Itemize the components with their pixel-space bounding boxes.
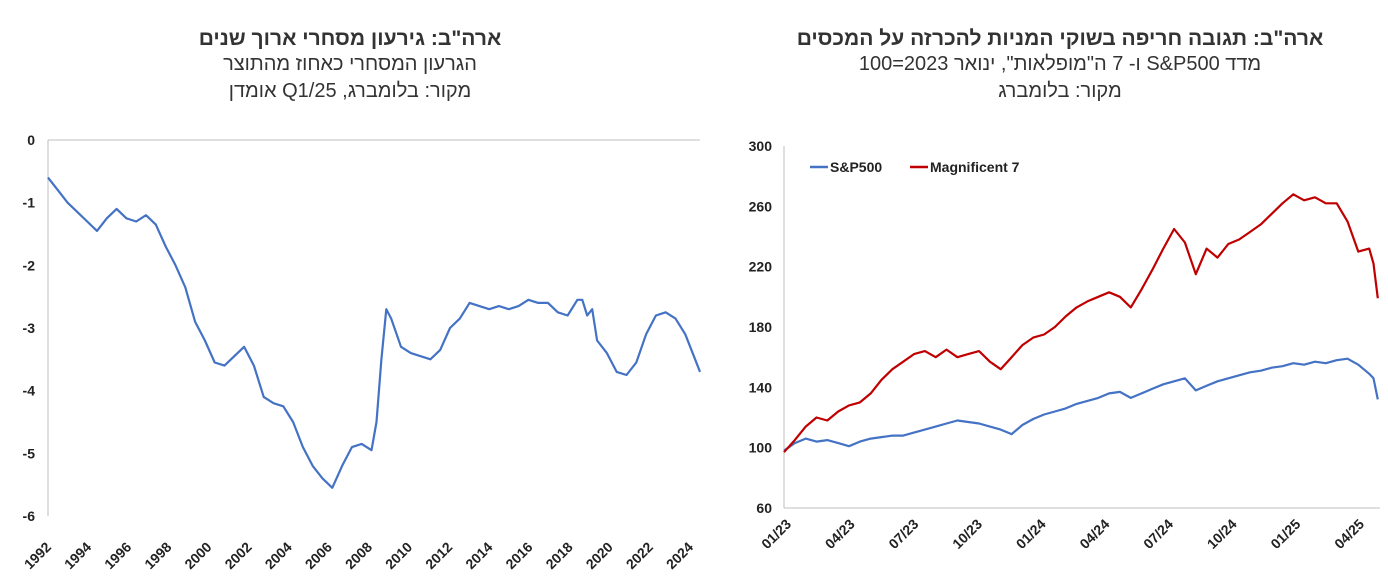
y-tick-label: 180 [749, 319, 773, 335]
y-tick-label: 100 [749, 440, 773, 456]
trade-deficit-chart-panel: ארה"ב: גירעון מסחרי ארוך שנים הגרעון המס… [21, 26, 702, 572]
x-tick-label: 04/25 [1331, 516, 1367, 552]
y-tick-label: -1 [23, 195, 36, 211]
chart-subtitle: מדד S&P500 ו- 7 ה"מופלאות", ינואר 2023=1… [858, 53, 1262, 75]
x-tick-label: 2018 [542, 539, 575, 572]
chart-title: ארה"ב: תגובה חריפה בשוקי המניות להכרזה ע… [796, 27, 1324, 50]
y-tick-label: 300 [749, 138, 773, 154]
x-tick-label: 07/24 [1140, 516, 1176, 552]
y-tick-label: -5 [23, 445, 36, 461]
y-tick-label: -3 [23, 320, 36, 336]
chart-subtitle: הגרעון המסחרי כאחוז מהתוצר [223, 53, 477, 75]
x-tick-label: 1994 [61, 539, 94, 572]
chart-source: מקור: בלומברג [998, 80, 1122, 102]
legend-label: Magnificent 7 [930, 159, 1020, 175]
series-line-0 [47, 176, 702, 489]
x-tick-label: 2004 [262, 539, 295, 572]
x-tick-label: 2002 [221, 539, 254, 572]
legend-label: S&P500 [830, 159, 882, 175]
x-tick-label: 2016 [502, 539, 535, 572]
y-tick-label: 0 [27, 132, 35, 148]
x-tick-label: 2024 [663, 539, 696, 572]
x-tick-label: 1992 [21, 539, 54, 572]
x-tick-label: 07/23 [885, 516, 921, 552]
series-line-magnificent-7 [783, 193, 1379, 453]
y-tick-label: 260 [749, 198, 773, 214]
chart-title: ארה"ב: גירעון מסחרי ארוך שנים [198, 27, 502, 50]
y-tick-label: 220 [749, 259, 773, 275]
x-tick-label: 2008 [342, 539, 375, 572]
chart-source: מקור: בלומברג, Q1/25 אומדן [228, 80, 472, 102]
x-tick-label: 01/25 [1267, 516, 1303, 552]
x-tick-label: 2022 [623, 539, 656, 572]
x-tick-label: 1996 [101, 539, 134, 572]
trade-deficit-titles: ארה"ב: גירעון מסחרי ארוך שנים הגרעון המס… [40, 26, 660, 105]
x-tick-label: 2012 [422, 539, 455, 572]
x-tick-label: 10/24 [1204, 516, 1240, 552]
x-tick-label: 01/23 [758, 516, 794, 552]
x-tick-label: 04/23 [822, 516, 858, 552]
y-tick-label: -2 [23, 257, 36, 273]
x-tick-label: 04/24 [1076, 516, 1112, 552]
stock-reaction-chart-panel: ארה"ב: תגובה חריפה בשוקי המניות להכרזה ע… [720, 0, 1388, 584]
series-line-s-p500 [783, 357, 1379, 452]
stock-reaction-titles: ארה"ב: תגובה חריפה בשוקי המניות להכרזה ע… [740, 26, 1380, 105]
y-tick-label: 140 [749, 379, 773, 395]
x-tick-label: 10/23 [949, 516, 985, 552]
y-tick-label: 60 [756, 500, 772, 516]
x-tick-label: 2014 [462, 539, 495, 572]
x-tick-label: 2006 [302, 539, 335, 572]
y-tick-label: -4 [23, 383, 36, 399]
x-tick-label: 2010 [382, 539, 415, 572]
x-tick-label: 01/24 [1013, 516, 1049, 552]
x-tick-label: 2020 [583, 539, 616, 572]
x-tick-label: 1998 [141, 539, 174, 572]
y-tick-label: -6 [23, 508, 36, 524]
x-tick-label: 2000 [181, 539, 214, 572]
